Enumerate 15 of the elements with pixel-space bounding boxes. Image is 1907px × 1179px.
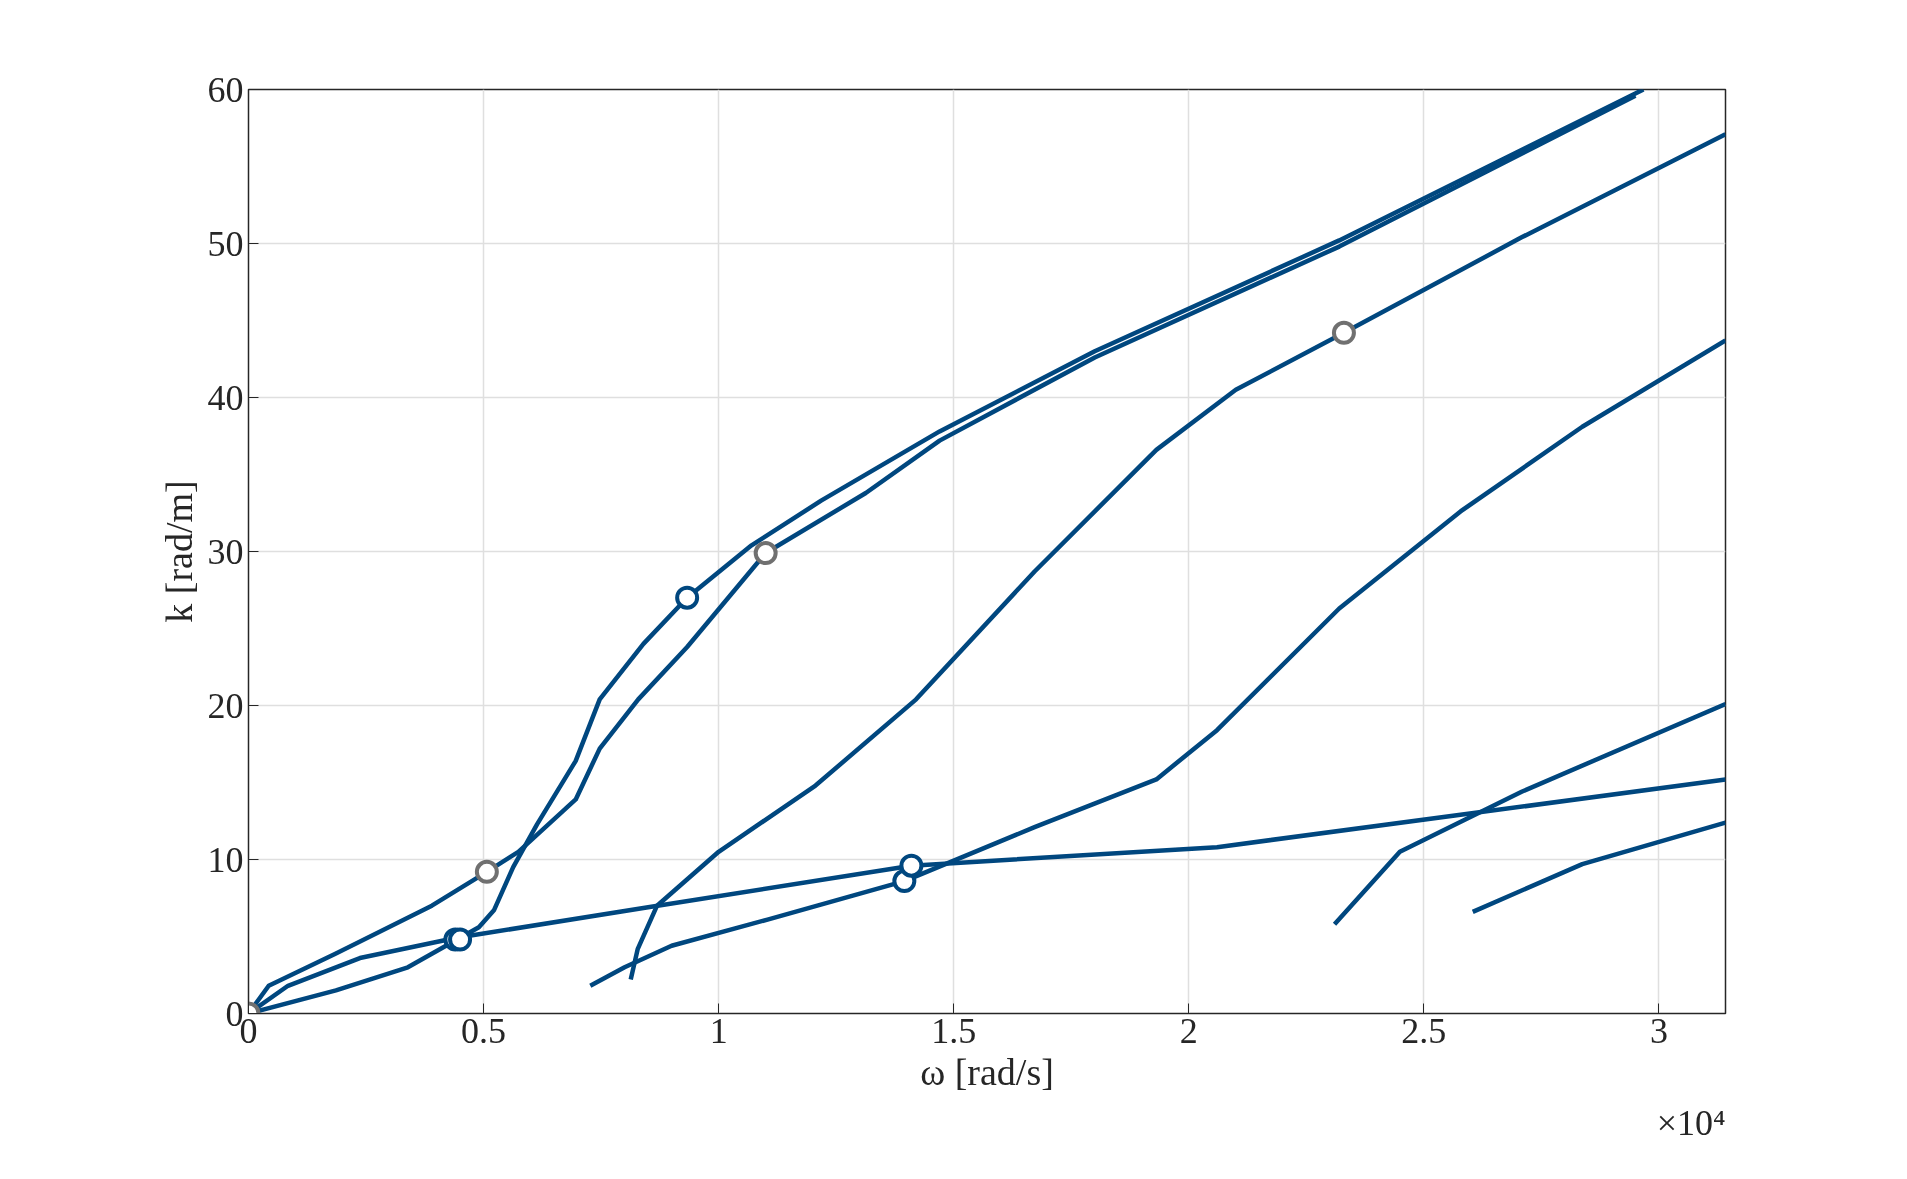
x-axis-title: ω [rad/s] xyxy=(920,1050,1054,1093)
y-tick-label: 40 xyxy=(207,377,244,418)
y-tick-label: 10 xyxy=(207,839,244,880)
y-tick-label: 60 xyxy=(207,69,244,110)
y-tick-label: 30 xyxy=(207,531,244,572)
y-axis-title: k [rad/m] xyxy=(157,480,200,623)
text: ×10⁴ xyxy=(1656,1102,1726,1143)
x-tick-label: 2 xyxy=(1179,1010,1198,1051)
x-tick-label: 3 xyxy=(1649,1010,1668,1051)
y-tick-label: 20 xyxy=(207,685,244,726)
y-tick-label: 50 xyxy=(207,223,244,264)
x-tick-label: 2.5 xyxy=(1401,1010,1447,1051)
x-tick-label: 0.5 xyxy=(461,1010,507,1051)
x-tick-label: 1 xyxy=(709,1010,728,1051)
x-tick-label: 1.5 xyxy=(931,1010,977,1051)
